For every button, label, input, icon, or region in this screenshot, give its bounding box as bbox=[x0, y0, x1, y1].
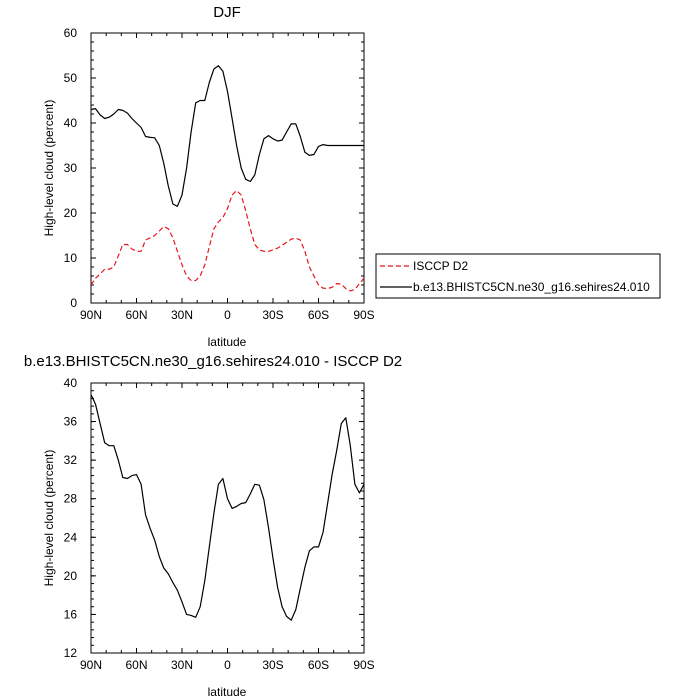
bottom-x-tick-label: 60N bbox=[125, 658, 147, 672]
bottom-y-tick-label: 12 bbox=[64, 646, 78, 660]
top-series-line-0 bbox=[90, 189, 365, 292]
bottom-x-tick-label: 90N bbox=[80, 658, 102, 672]
bottom-x-tick-label: 30S bbox=[262, 658, 283, 672]
bottom-chart: b.e13.BHISTC5CN.ne30_g16.sehires24.010 -… bbox=[24, 353, 402, 699]
top-axis-ticks: 90N 60N 30N 0 30S 60S 90S 0 10 20 30 40 50 60 bbox=[64, 26, 375, 322]
bottom-y-tick-label: 28 bbox=[64, 492, 78, 506]
top-y-tick-label: 40 bbox=[64, 116, 78, 130]
bottom-x-axis-label: latitude bbox=[208, 685, 247, 699]
top-y-tick-label: 60 bbox=[64, 26, 78, 40]
bottom-x-tick-label: 90S bbox=[353, 658, 374, 672]
bottom-x-tick-label: 60S bbox=[308, 658, 329, 672]
top-x-tick-label: 30N bbox=[171, 308, 193, 322]
top-y-axis-label: High-level cloud (percent) bbox=[42, 100, 56, 237]
top-x-tick-label: 60S bbox=[308, 308, 329, 322]
top-y-tick-label: 10 bbox=[64, 251, 78, 265]
bottom-axis-ticks: 90N 60N 30N 0 30S 60S 90S 12 16 20 24 28 32 36 40 bbox=[64, 376, 375, 672]
legend: ISCCP D2 b.e13.BHISTC5CN.ne30_g16.sehire… bbox=[375, 253, 661, 299]
bottom-y-tick-label: 16 bbox=[64, 607, 78, 621]
top-series-line-1 bbox=[90, 65, 364, 207]
top-y-tick-label: 50 bbox=[64, 71, 78, 85]
top-x-tick-label: 90S bbox=[353, 308, 374, 322]
top-plot-frame bbox=[90, 32, 365, 304]
legend-box bbox=[375, 253, 661, 299]
bottom-y-tick-label: 20 bbox=[64, 569, 78, 583]
bottom-chart-title: b.e13.BHISTC5CN.ne30_g16.sehires24.010 -… bbox=[24, 353, 402, 370]
bottom-chart-series bbox=[90, 394, 365, 621]
top-x-tick-label: 30S bbox=[262, 308, 283, 322]
top-chart-title: DJF bbox=[213, 4, 241, 21]
top-y-tick-label: 20 bbox=[64, 206, 78, 220]
bottom-y-axis-label: High-level cloud (percent) bbox=[42, 450, 56, 587]
top-x-tick-label: 60N bbox=[125, 308, 147, 322]
bottom-y-tick-label: 24 bbox=[64, 530, 78, 544]
top-chart-series bbox=[90, 65, 365, 292]
top-y-tick-label: 30 bbox=[64, 161, 78, 175]
top-y-tick-label: 0 bbox=[70, 296, 77, 310]
top-x-tick-label: 0 bbox=[224, 308, 231, 322]
bottom-x-tick-label: 0 bbox=[224, 658, 231, 672]
top-chart: DJF 90N 60N 30N 0 30S 60S 90S 0 10 20 30 40 50 60 lat… bbox=[42, 4, 661, 349]
bottom-y-tick-label: 32 bbox=[64, 453, 78, 467]
top-x-tick-label: 90N bbox=[80, 308, 102, 322]
bottom-x-tick-label: 30N bbox=[171, 658, 193, 672]
bottom-series-line-0 bbox=[90, 394, 365, 621]
top-x-axis-label: latitude bbox=[208, 335, 247, 349]
legend-label-model: b.e13.BHISTC5CN.ne30_g16.sehires24.010 bbox=[413, 280, 650, 294]
bottom-y-tick-label: 36 bbox=[64, 415, 78, 429]
bottom-plot-frame bbox=[90, 382, 365, 654]
bottom-y-tick-label: 40 bbox=[64, 376, 78, 390]
legend-label-isccp: ISCCP D2 bbox=[413, 259, 468, 273]
